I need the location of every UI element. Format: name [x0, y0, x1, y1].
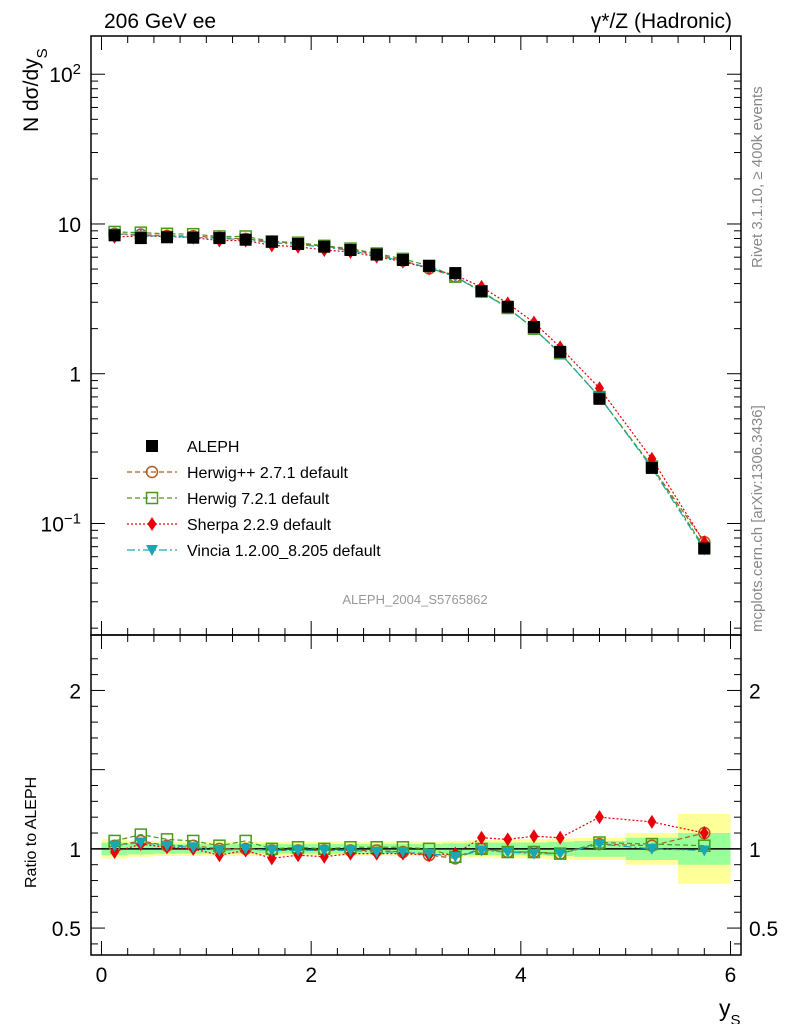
x-tick-label: 2 [305, 964, 317, 987]
ratio-point [501, 847, 514, 859]
legend-label: Sherpa 2.2.9 default [187, 517, 332, 534]
ratio-point [318, 845, 331, 857]
ratio-point [134, 837, 147, 849]
ratio-point [593, 839, 606, 851]
legend-item: Herwig 7.2.1 default [127, 491, 330, 508]
data-point [645, 461, 658, 474]
rivet-version-label: Rivet 3.1.10, ≥ 400k events [749, 86, 766, 268]
y-tick-label-ratio-right: 2 [749, 680, 761, 703]
y-tick-label-ratio: 0.5 [52, 918, 81, 941]
ratio-point [698, 845, 711, 857]
data-point [318, 240, 331, 253]
legend-label: Herwig 7.2.1 default [187, 491, 330, 508]
y-tick-label-main: 10 [58, 214, 81, 237]
ratio-point [647, 814, 657, 829]
y-axis-label-ratio: Ratio to ALEPH [23, 777, 40, 888]
legend-marker [147, 517, 157, 531]
data-point [161, 231, 174, 244]
legend-item: ALEPH [146, 439, 239, 456]
data-point [213, 232, 226, 245]
data-point [593, 392, 606, 405]
ratio-point [161, 840, 174, 852]
data-point [187, 231, 200, 244]
energy-label: 206 GeV ee [104, 10, 216, 33]
ratio-point [265, 845, 278, 857]
ratio-point [699, 826, 709, 841]
ratio-point [396, 847, 409, 859]
ratio-point [239, 843, 252, 855]
ratio-point [554, 848, 567, 860]
y-tick-label-ratio: 1 [69, 839, 81, 862]
y-tick-label-main: 10−1 [41, 510, 81, 537]
legend: ALEPH Herwig++ 2.7.1 default Herwig 7.2.1 … [127, 439, 381, 560]
legend-marker [145, 465, 159, 479]
ratio-point [475, 845, 488, 857]
ratio-point [555, 830, 565, 845]
x-tick-label: 4 [515, 964, 527, 987]
data-point [265, 235, 278, 248]
legend-label: Vincia 1.2.00_8.205 default [187, 543, 381, 560]
legend-marker [146, 545, 158, 556]
data-point [344, 244, 357, 257]
y-tick-label-main: 102 [49, 61, 81, 88]
ratio-point [344, 845, 357, 857]
ratio-point [267, 851, 277, 866]
y-tick-label-main: 1 [69, 364, 81, 387]
legend-item: Vincia 1.2.00_8.205 default [127, 543, 381, 560]
data-point [501, 300, 514, 313]
ratio-point [108, 840, 121, 852]
series-line [114, 235, 705, 543]
ratio-point [477, 830, 487, 845]
y-tick-label-ratio-right: 1 [749, 839, 761, 862]
ratio-point [370, 847, 383, 859]
data-point [698, 542, 711, 555]
ratio-frame [90, 634, 742, 956]
data-point [134, 232, 147, 245]
legend-label: Herwig++ 2.7.1 default [187, 465, 349, 482]
ratio-point [449, 851, 462, 863]
x-axis-label: yS [719, 995, 741, 1024]
y-tick-label-ratio: 2 [69, 680, 81, 703]
data-point [423, 259, 436, 272]
process-label: γ*/Z (Hadronic) [591, 10, 732, 33]
data-point [239, 233, 252, 246]
data-point [449, 267, 462, 280]
ratio-point [503, 832, 513, 847]
x-tick-label: 0 [96, 964, 108, 987]
mcplots-label: mcplots.cern.ch [arXiv:1306.3436] [749, 405, 766, 632]
data-point [527, 321, 540, 334]
ratio-point [319, 849, 329, 864]
ratio-point [529, 829, 539, 844]
legend-item: Sherpa 2.2.9 default [127, 517, 332, 534]
data-point [475, 285, 488, 298]
ratio-point [645, 843, 658, 855]
data-point [292, 238, 305, 251]
data-point [108, 229, 121, 242]
series-line [114, 231, 705, 548]
data-point [396, 253, 409, 266]
data-point [370, 248, 383, 261]
analysis-label: ALEPH_2004_S5765862 [342, 592, 487, 607]
ratio-point [594, 810, 604, 825]
legend-label: ALEPH [187, 439, 239, 456]
ratio-series-line [114, 816, 705, 859]
ratio-point [187, 842, 200, 854]
legend-marker [146, 440, 158, 452]
legend-item: Herwig++ 2.7.1 default [127, 465, 349, 482]
x-tick-label: 6 [725, 964, 737, 987]
data-point [594, 381, 604, 396]
ratio-point [423, 848, 436, 860]
ratio-point [292, 845, 305, 857]
ratio-point [110, 845, 120, 860]
data-point [554, 345, 567, 358]
ratio-point [527, 848, 540, 860]
main-panel-series [108, 225, 711, 556]
y-tick-label-ratio-right: 0.5 [749, 918, 778, 941]
ratio-point [213, 845, 226, 857]
y-axis-label-main: N dσ/dyS [20, 48, 51, 132]
plot-axes: 102 10 1 10−1 0.5 0.5 1 1 2 2 0 2 4 6 [41, 35, 778, 987]
legend-marker [145, 491, 159, 505]
ratio-panel-series [108, 810, 711, 866]
